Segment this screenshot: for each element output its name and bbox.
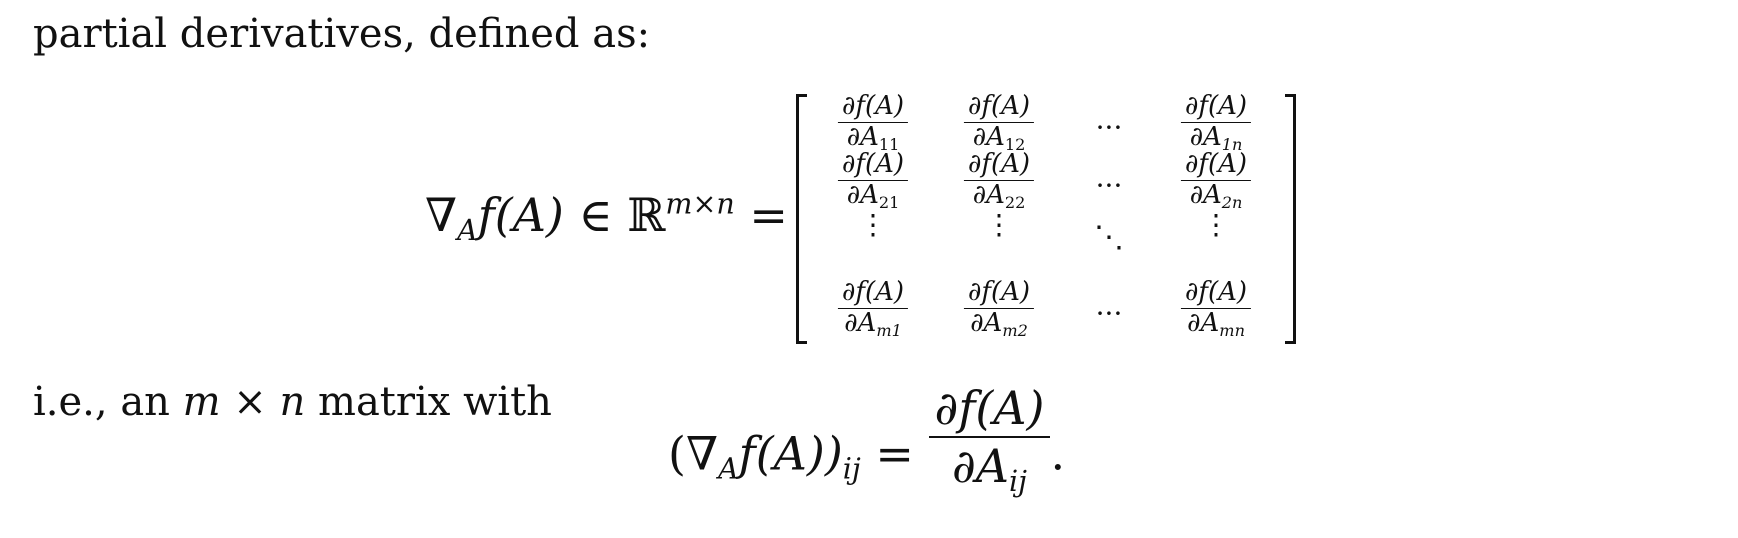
cell-numerator: ∂f(A): [1184, 277, 1248, 307]
index-subscript: ij: [842, 452, 861, 486]
matrix-right-bracket: [1285, 94, 1296, 344]
equals-sign: =: [734, 188, 788, 242]
matrix-cell-1-n: ∂f(A) ∂A1n: [1180, 91, 1252, 153]
cell-denominator: ∂Am2: [963, 307, 1035, 339]
matrix-cell-3-2-vdots: ⋮: [985, 208, 1013, 241]
cell-numerator: ∂f(A): [967, 91, 1031, 121]
matrix-cell-m-3-hdots: ···: [1095, 297, 1123, 330]
gradient-matrix-equation: ∇Af(A) ∈ ℝm×n = ∂f(A) ∂A11 ∂f(A) ∂A12 ··· …: [0, 91, 1738, 352]
matrix-cell-2-2: ∂f(A) ∂A22: [963, 149, 1035, 211]
matrix-cell-3-n-vdots: ⋮: [1202, 208, 1230, 241]
nabla-symbol: ∇: [425, 188, 458, 242]
matrix-cell-1-2: ∂f(A) ∂A12: [963, 91, 1035, 153]
function-argument: (A): [494, 188, 564, 242]
equals-sign: =: [860, 426, 929, 481]
matrix-cell-2-1: ∂f(A) ∂A21: [837, 149, 909, 211]
cell-denominator: ∂A11: [837, 121, 909, 153]
matrix-cell-2-3-hdots: ···: [1095, 169, 1123, 202]
matrix-left-bracket: [796, 94, 807, 344]
gradient-lhs: ∇Af(A) ∈ ℝm×n =: [425, 190, 788, 245]
gradient-entry-equation: (∇Af(A))ij = ∂f(A) ∂Aij.: [668, 384, 1066, 496]
cell-denominator: ∂A21: [837, 179, 909, 211]
matrix-cell-2-n: ∂f(A) ∂A2n: [1180, 149, 1252, 211]
paragraph-line-partial-derivatives: partial derivatives, defined as:: [33, 14, 650, 54]
matrix-cell-m-n: ∂f(A) ∂Amn: [1180, 277, 1252, 339]
text-partial-derivatives: partial derivatives, defined as:: [33, 11, 651, 57]
open-paren-nabla: (∇: [668, 426, 719, 481]
partial-derivative-matrix: ∂f(A) ∂A11 ∂f(A) ∂A12 ··· ∂f(A) ∂A1n ∂f(A) ∂…: [796, 91, 1296, 348]
cell-numerator: ∂f(A): [1184, 149, 1248, 179]
cell-numerator: ∂f(A): [967, 149, 1031, 179]
paragraph-line-matrix-with: i.e., an m × n matrix with: [33, 382, 552, 422]
nabla-subscript: A: [718, 452, 739, 486]
period: .: [1050, 426, 1066, 481]
element-of-symbol: ∈: [563, 188, 628, 242]
cell-numerator: ∂f(A): [841, 91, 905, 121]
symbol-n: n: [279, 379, 306, 425]
reals-dimension: m×n: [665, 187, 735, 221]
matrix-cell-m-1: ∂f(A) ∂Am1: [837, 277, 909, 339]
cell-numerator: ∂f(A): [841, 277, 905, 307]
cell-denominator: ∂A2n: [1180, 179, 1252, 211]
cell-denominator: ∂Am1: [837, 307, 909, 339]
cell-numerator: ∂f(A): [967, 277, 1031, 307]
cell-denominator: ∂A22: [963, 179, 1035, 211]
matrix-cell-1-3-hdots: ···: [1095, 111, 1123, 144]
entry-denominator: ∂Aij: [928, 436, 1051, 496]
entry-numerator: ∂f(A): [934, 381, 1045, 435]
matrix-cell-3-3-ddots: ⋱: [1094, 220, 1124, 255]
function-argument: (A)): [755, 426, 843, 481]
nabla-subscript: A: [457, 214, 478, 248]
reals-symbol: ℝ: [627, 188, 666, 242]
symbol-m: m: [182, 379, 221, 425]
matrix-cell-m-2: ∂f(A) ∂Am2: [963, 277, 1035, 339]
text-matrix-with: matrix with: [305, 379, 552, 425]
function-f: f: [477, 188, 495, 242]
cell-denominator: ∂A1n: [1180, 121, 1252, 153]
text-ie-an: i.e., an: [33, 379, 183, 425]
cell-denominator: ∂A12: [963, 121, 1035, 153]
matrix-cell-3-1-vdots: ⋮: [859, 208, 887, 241]
symbol-times: ×: [220, 379, 280, 425]
matrix-cell-1-1: ∂f(A) ∂A11: [837, 91, 909, 153]
cell-numerator: ∂f(A): [841, 149, 905, 179]
entry-fraction: ∂f(A) ∂Aij: [928, 381, 1051, 496]
cell-numerator: ∂f(A): [1184, 91, 1248, 121]
function-f: f: [738, 426, 756, 481]
cell-denominator: ∂Amn: [1180, 307, 1252, 339]
